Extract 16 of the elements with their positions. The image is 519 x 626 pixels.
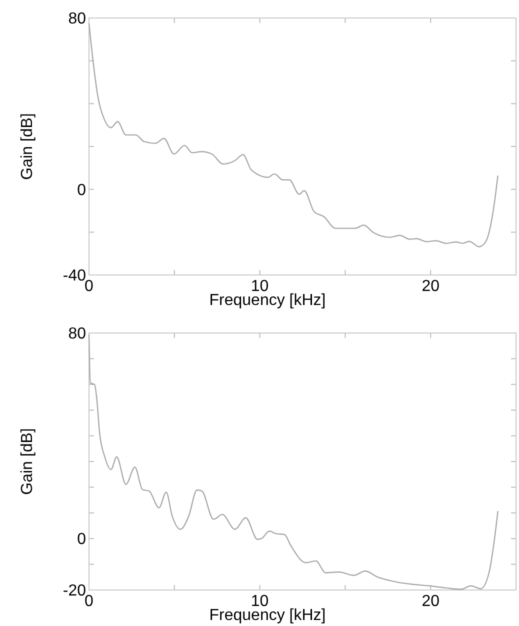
x-tick-label: 10 <box>250 593 269 610</box>
y-tick-label: 80 <box>68 326 86 343</box>
x-axis-title: Frequency [kHz] <box>209 292 326 309</box>
y-tick-label: 80 <box>68 10 86 28</box>
y-tick-label: -20 <box>62 582 86 600</box>
x-tick-label: 20 <box>422 278 440 295</box>
y-tick-label: 0 <box>77 531 86 548</box>
x-axis-title: Frequency [kHz] <box>209 607 326 624</box>
y-axis-title: Gain [dB] <box>19 428 36 495</box>
y-axis-title: Gain [dB] <box>19 113 36 180</box>
y-tick-label: 0 <box>77 182 86 199</box>
x-tick-label: 10 <box>250 278 269 295</box>
line-series <box>88 22 498 248</box>
y-tick-label: -40 <box>62 268 86 285</box>
x-tick-label: 20 <box>422 593 440 610</box>
line-series <box>88 334 498 590</box>
